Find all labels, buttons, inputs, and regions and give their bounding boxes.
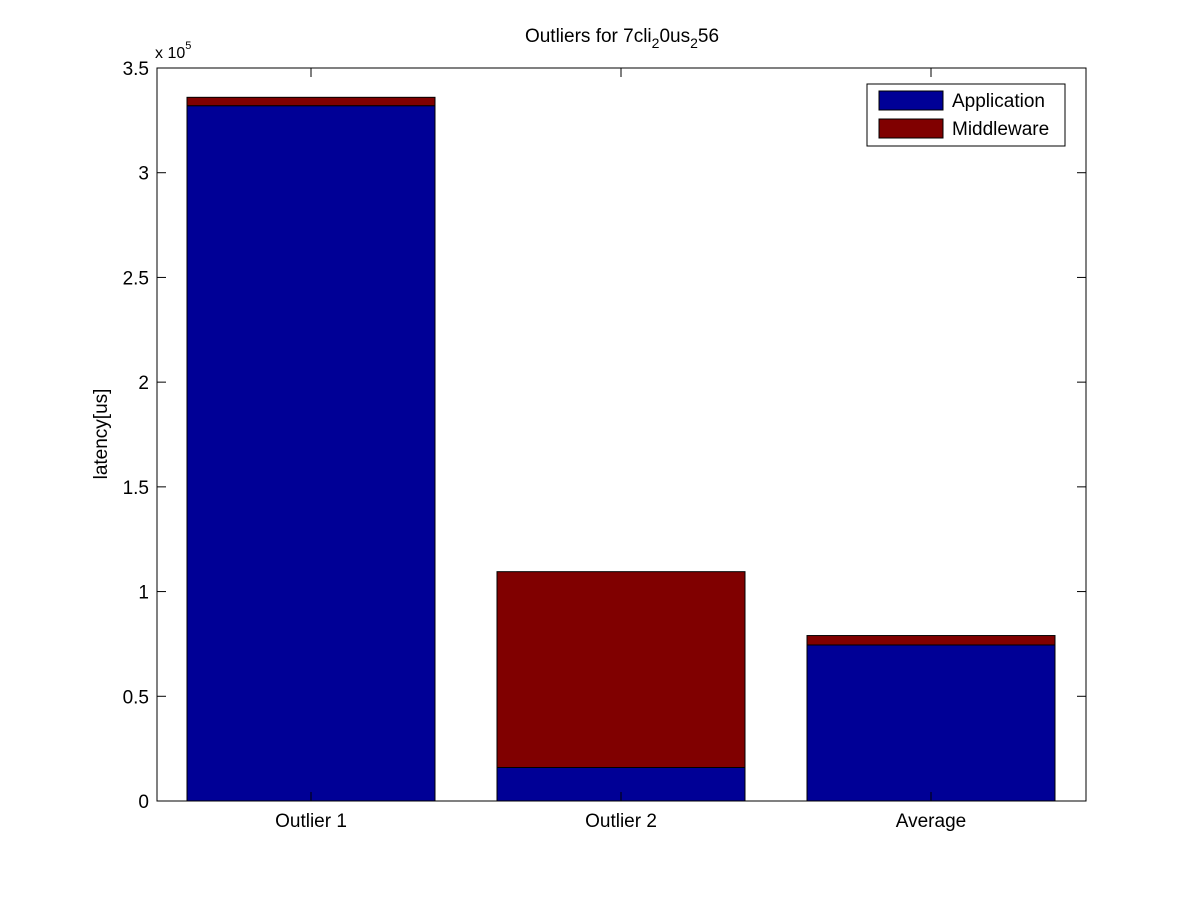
- y-tick-label: 0.5: [123, 687, 149, 708]
- x-tick-label: Average: [896, 811, 966, 832]
- y-multiplier: x 105: [155, 40, 191, 62]
- y-multiplier-base: x 10: [155, 45, 185, 62]
- legend: Application Middleware: [866, 83, 1066, 147]
- tick-labels-layer: 0 0.5 1 1.5 2 2.5 3 3.5 Outlier 1 Outlier 2 Averag…: [123, 59, 967, 832]
- title-subscript: 2: [652, 35, 660, 51]
- y-tick-label: 1.5: [123, 478, 149, 499]
- y-tick-label: 0: [138, 792, 149, 813]
- ticks-layer: [157, 67, 1086, 802]
- y-axis-label: latency[us]: [91, 389, 112, 480]
- bar-application-average: [806, 644, 1056, 802]
- title-text: 0us: [659, 26, 690, 47]
- legend-label-middleware: Middleware: [952, 119, 1049, 140]
- title-text: Outliers for 7cli: [525, 26, 652, 47]
- y-tick-label: 2.5: [123, 268, 149, 289]
- title-text: 56: [698, 26, 719, 47]
- legend-swatch-middleware: [878, 118, 944, 139]
- x-tick-label: Outlier 1: [275, 811, 347, 832]
- y-tick-label: 3.5: [123, 59, 149, 80]
- bar-application-outlier-1: [186, 105, 436, 802]
- bar-middleware-outlier-1: [186, 96, 436, 107]
- y-tick-label: 1: [138, 583, 149, 604]
- chart-title: Outliers for 7cli20us256: [525, 26, 719, 51]
- bar-middleware-average: [806, 635, 1056, 646]
- y-multiplier-exponent: 5: [185, 40, 191, 52]
- y-tick-label: 2: [138, 373, 149, 394]
- legend-label-application: Application: [952, 91, 1045, 112]
- bar-middleware-outlier-2: [496, 571, 746, 768]
- y-tick-label: 3: [138, 164, 149, 185]
- x-tick-label: Outlier 2: [585, 811, 657, 832]
- title-subscript: 2: [690, 35, 698, 51]
- legend-swatch-application: [878, 90, 944, 111]
